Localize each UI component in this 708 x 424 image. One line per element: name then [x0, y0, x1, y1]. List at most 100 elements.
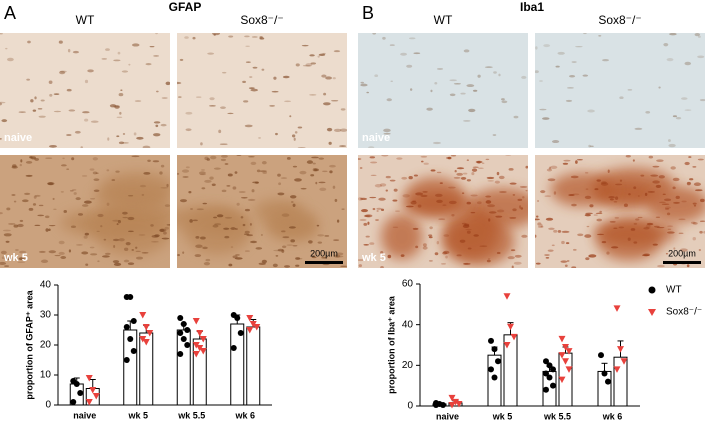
texture	[697, 35, 701, 38]
row-label: naive	[4, 132, 32, 144]
texture	[295, 257, 301, 260]
texture	[697, 55, 705, 59]
bar	[613, 356, 628, 407]
texture	[487, 204, 496, 208]
texture	[332, 77, 336, 80]
texture	[204, 179, 212, 183]
bar	[597, 370, 612, 407]
texture	[209, 176, 214, 180]
texture	[278, 182, 282, 186]
texture	[445, 255, 448, 259]
texture	[246, 234, 253, 237]
texture	[163, 231, 167, 235]
texture	[308, 240, 313, 244]
texture	[585, 212, 593, 215]
texture	[252, 66, 258, 69]
texture	[525, 189, 528, 192]
texture	[655, 184, 662, 188]
texture	[465, 228, 472, 231]
data-point	[127, 294, 134, 300]
texture	[568, 194, 575, 197]
texture	[415, 192, 424, 196]
texture	[567, 87, 574, 89]
texture	[575, 160, 578, 164]
data-point	[543, 358, 549, 365]
texture	[447, 156, 452, 160]
texture	[551, 244, 555, 247]
texture	[359, 167, 363, 170]
micrograph-bg	[177, 33, 347, 148]
texture	[297, 126, 303, 129]
texture	[548, 227, 555, 230]
texture	[216, 214, 224, 218]
texture	[236, 202, 240, 206]
texture	[109, 104, 117, 108]
data-point	[146, 330, 154, 337]
texture	[585, 188, 589, 190]
texture	[609, 198, 614, 201]
texture	[160, 164, 165, 168]
texture	[451, 214, 455, 217]
texture	[90, 197, 96, 200]
texture	[185, 128, 192, 132]
texture	[329, 170, 333, 174]
texture	[372, 33, 377, 35]
texture	[135, 246, 138, 249]
texture	[179, 58, 184, 61]
data-point	[234, 315, 241, 321]
texture	[584, 213, 591, 217]
texture	[700, 198, 705, 203]
texture	[120, 89, 123, 92]
texture	[511, 265, 514, 268]
texture	[20, 159, 23, 163]
texture	[111, 179, 116, 181]
texture	[412, 227, 419, 230]
column-label: WT	[434, 13, 453, 27]
texture	[430, 169, 436, 172]
texture	[393, 188, 398, 192]
texture	[561, 230, 570, 233]
texture	[686, 181, 692, 185]
texture	[281, 230, 286, 233]
texture	[694, 33, 701, 37]
texture	[634, 127, 643, 130]
texture	[466, 201, 471, 205]
texture	[250, 88, 258, 92]
texture	[60, 256, 67, 259]
texture	[189, 219, 193, 223]
texture	[562, 162, 569, 165]
data-point	[433, 401, 439, 408]
texture	[236, 155, 242, 156]
panel-letter: A	[4, 3, 16, 23]
texture	[341, 208, 345, 210]
texture	[66, 88, 72, 92]
texture	[48, 250, 57, 254]
texture	[560, 260, 568, 263]
texture	[382, 36, 386, 40]
texture	[380, 208, 385, 212]
texture	[142, 145, 151, 148]
texture	[323, 92, 327, 96]
texture	[242, 223, 246, 227]
texture	[49, 144, 57, 148]
texture	[292, 203, 296, 207]
texture	[423, 162, 429, 165]
data-point	[452, 398, 459, 406]
texture	[471, 171, 475, 176]
texture	[201, 169, 205, 171]
texture	[509, 217, 517, 219]
texture	[289, 115, 292, 118]
texture	[420, 160, 424, 163]
texture	[48, 80, 53, 84]
texture	[436, 171, 442, 174]
texture	[577, 233, 584, 237]
texture	[507, 256, 515, 260]
texture	[557, 51, 565, 55]
texture	[630, 228, 636, 231]
texture	[207, 52, 215, 55]
texture	[218, 129, 222, 134]
texture	[485, 200, 492, 204]
texture	[160, 187, 169, 189]
texture	[75, 244, 83, 246]
data-point	[237, 330, 244, 336]
